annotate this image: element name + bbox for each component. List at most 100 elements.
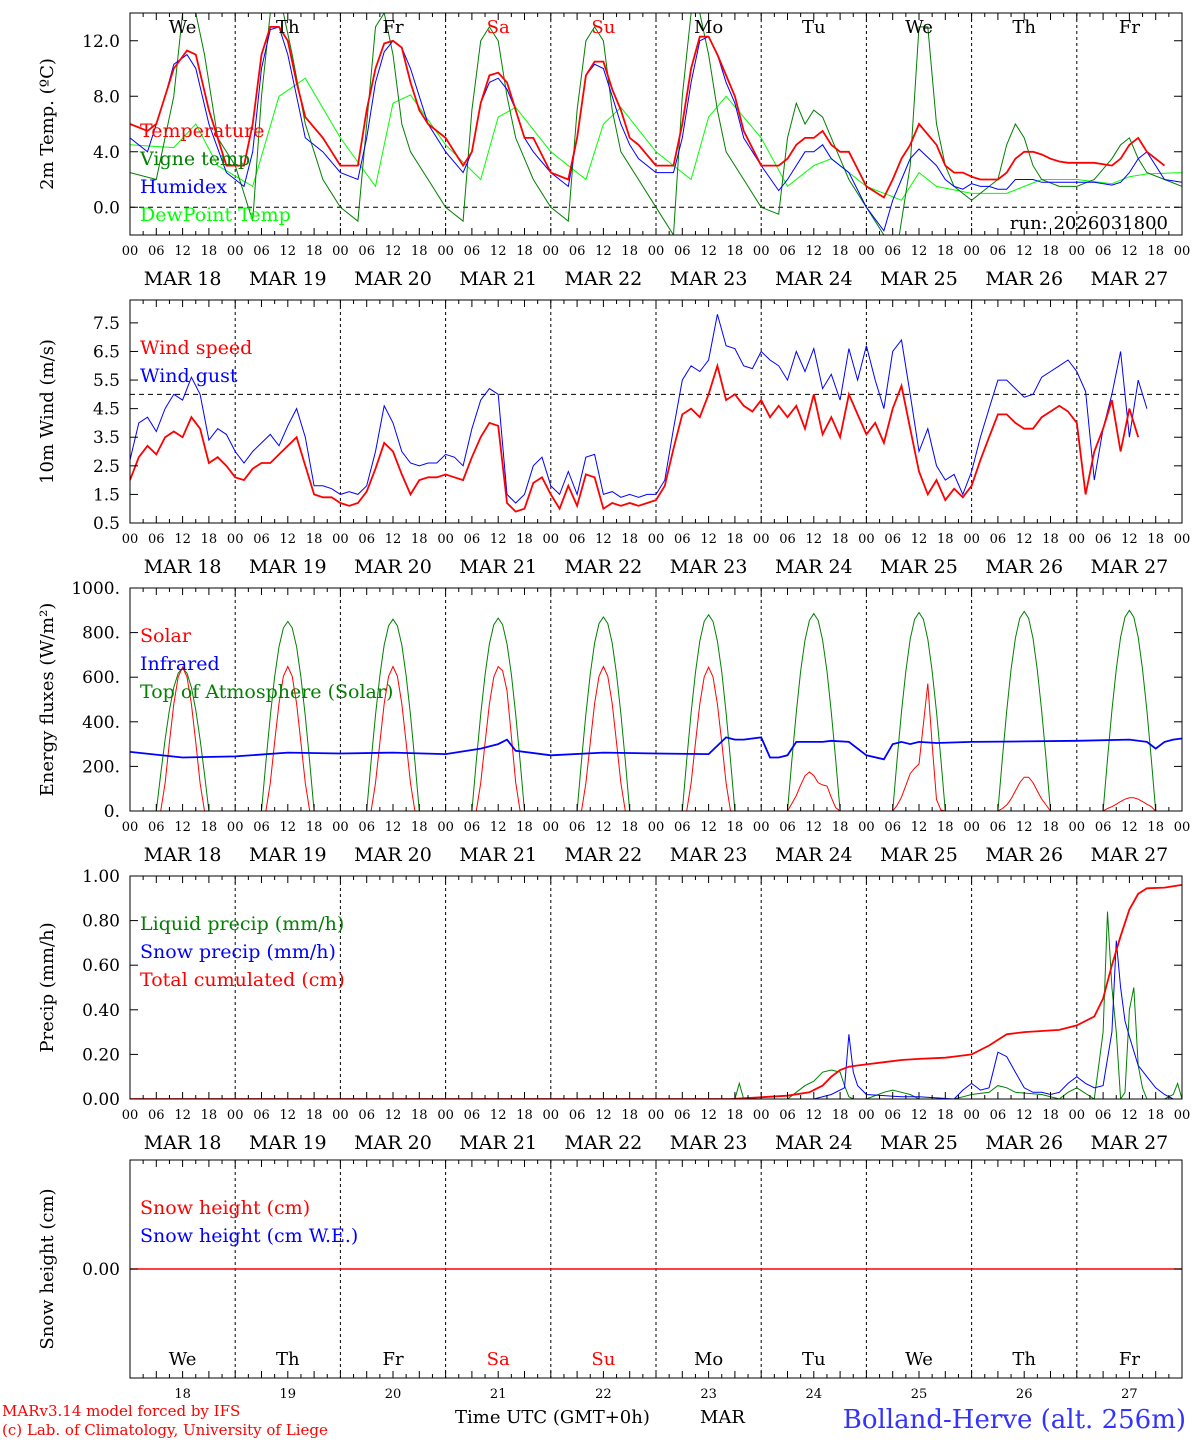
day-number: 25	[911, 1387, 928, 1402]
legend-entry: Wind speed	[140, 337, 252, 359]
legend-entry: Snow height (cm)	[140, 1197, 310, 1219]
hour-label: 00	[1174, 244, 1191, 259]
y-tick-label: 4.5	[93, 400, 120, 420]
hour-label: 18	[1147, 820, 1164, 835]
hour-label: 18	[516, 1108, 533, 1123]
hour-label: 18	[201, 1108, 218, 1123]
hour-label: 06	[779, 820, 796, 835]
hour-label: 18	[832, 244, 849, 259]
hour-label: 12	[490, 820, 507, 835]
hour-label: 18	[516, 532, 533, 547]
day-abbr: Th	[1012, 17, 1036, 38]
hour-label: 00	[1174, 532, 1191, 547]
hour-label: 18	[727, 1108, 744, 1123]
hour-label: 00	[122, 244, 139, 259]
hour-label: 18	[411, 820, 428, 835]
hour-label: 00	[753, 1108, 770, 1123]
hour-label: 06	[253, 532, 270, 547]
hour-label: 06	[884, 820, 901, 835]
date-label: MAR 26	[985, 556, 1063, 578]
y-tick-label: 0.5	[93, 514, 120, 534]
hour-label: 12	[490, 1108, 507, 1123]
hour-label: 18	[1147, 244, 1164, 259]
hour-label: 06	[779, 244, 796, 259]
hour-label: 00	[648, 820, 665, 835]
panel-temp: 0.0 4.0 8.0 12.0 2m Temp. (ºC) Temperature Vig…	[37, 12, 1191, 290]
hour-label: 18	[516, 244, 533, 259]
date-label: MAR 22	[565, 556, 643, 578]
hour-label: 12	[385, 1108, 402, 1123]
date-label: MAR 21	[459, 268, 537, 290]
date-label: MAR 19	[249, 556, 327, 578]
hour-label: 18	[1042, 820, 1059, 835]
date-label: MAR 21	[459, 1132, 537, 1154]
hour-label: 12	[1121, 1108, 1138, 1123]
hour-label: 12	[1016, 532, 1033, 547]
series-line-snow-precip-mm-h-	[130, 940, 1182, 1099]
series-line-wind-speed	[130, 362, 1140, 513]
hour-label: 06	[674, 532, 691, 547]
date-label: MAR 19	[249, 1132, 327, 1154]
y-tick-label: 4.0	[93, 143, 120, 163]
date-label: MAR 26	[985, 268, 1063, 290]
y-tick-label: 1.00	[82, 867, 120, 887]
hour-label: 00	[648, 532, 665, 547]
date-label: MAR 21	[459, 844, 537, 866]
date-label: MAR 22	[565, 268, 643, 290]
hour-label: 06	[358, 820, 375, 835]
day-number: 26	[1016, 1387, 1033, 1402]
hour-label: 18	[621, 1108, 638, 1123]
date-label: MAR 24	[775, 268, 853, 290]
hour-label: 12	[1121, 820, 1138, 835]
hour-label: 12	[595, 244, 612, 259]
hour-label: 00	[648, 1108, 665, 1123]
date-label: MAR 23	[670, 1132, 748, 1154]
hour-label: 18	[1042, 532, 1059, 547]
day-abbr: We	[169, 17, 197, 38]
footer-model: MARv3.14 model forced by IFS	[2, 1402, 240, 1420]
day-number: 18	[174, 1387, 191, 1402]
date-label: MAR 24	[775, 1132, 853, 1154]
hour-label: 18	[621, 820, 638, 835]
hour-label: 18	[727, 820, 744, 835]
hour-label: 12	[1121, 532, 1138, 547]
hour-label: 06	[464, 532, 481, 547]
series-line-temperature	[130, 26, 1166, 199]
hour-label: 18	[937, 532, 954, 547]
hour-label: 18	[621, 244, 638, 259]
day-abbr: Tu	[802, 17, 826, 38]
hour-label: 06	[990, 244, 1007, 259]
hour-label: 00	[1069, 1108, 1086, 1123]
legend-entry: Top of Atmosphere (Solar)	[140, 681, 393, 703]
hour-label: 06	[358, 1108, 375, 1123]
hour-label: 00	[543, 1108, 560, 1123]
y-tick-label: 8.0	[93, 87, 120, 107]
hour-label: 00	[858, 1108, 875, 1123]
hour-label: 00	[1069, 820, 1086, 835]
hour-label: 00	[543, 820, 560, 835]
day-abbr-bottom: Mo	[694, 1349, 723, 1370]
date-label: MAR 23	[670, 556, 748, 578]
hour-label: 18	[621, 532, 638, 547]
hour-label: 06	[358, 244, 375, 259]
hour-label: 12	[700, 1108, 717, 1123]
series-line-solar	[130, 665, 1182, 811]
day-number: 23	[700, 1387, 717, 1402]
hour-label: 06	[884, 1108, 901, 1123]
hour-label: 06	[674, 244, 691, 259]
hour-label: 12	[385, 532, 402, 547]
hour-label: 18	[832, 1108, 849, 1123]
date-label: MAR 18	[144, 1132, 222, 1154]
date-label: MAR 20	[354, 844, 432, 866]
hour-label: 00	[543, 532, 560, 547]
y-tick-label: 200.	[82, 757, 120, 777]
day-number: 24	[806, 1387, 823, 1402]
hour-label: 12	[280, 244, 297, 259]
hour-label: 00	[227, 1108, 244, 1123]
hour-label: 06	[884, 532, 901, 547]
hour-label: 00	[858, 244, 875, 259]
hour-label: 06	[884, 244, 901, 259]
y-tick-label: 0.00	[82, 1260, 120, 1280]
series-line-total-cumulated-cm-	[130, 884, 1182, 1099]
hour-label: 06	[779, 532, 796, 547]
